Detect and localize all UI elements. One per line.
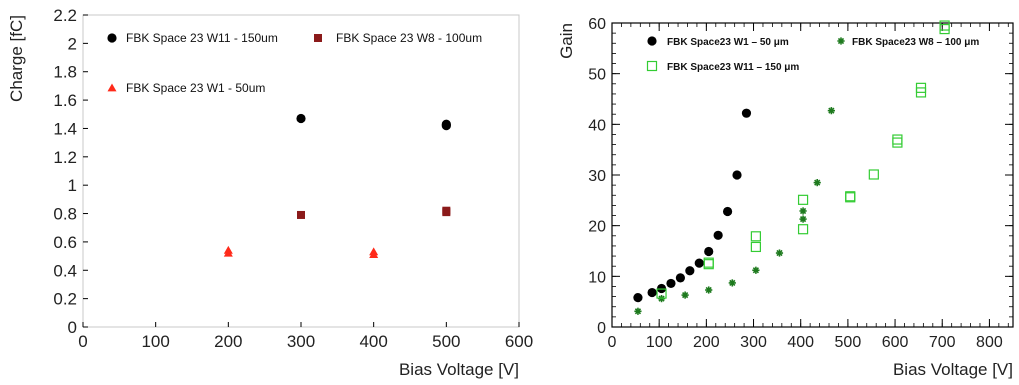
y-tick-label: 0.6 (53, 233, 77, 252)
data-point (799, 207, 807, 215)
y-tick-label: 30 (588, 168, 606, 185)
data-point (750, 231, 761, 242)
x-tick-label: 500 (835, 334, 862, 351)
data-point (813, 179, 821, 187)
y-tick-label: 0 (597, 320, 606, 337)
data-point (845, 191, 856, 202)
x-tick-label: 300 (740, 334, 767, 351)
x-tick-label: 300 (287, 332, 315, 351)
data-point (752, 266, 760, 274)
data-point (704, 246, 714, 257)
legend-marker (107, 83, 117, 92)
x-tick-label: 0 (608, 334, 617, 351)
y-tick-label: 60 (588, 16, 606, 33)
y-tick-label: 1.4 (53, 119, 77, 138)
y-tick-label: 0.8 (53, 205, 77, 224)
data-point (442, 206, 451, 215)
x-tick-label: 600 (882, 334, 909, 351)
x-axis-label: Bias Voltage [V] (399, 360, 519, 379)
data-point (647, 287, 657, 298)
x-tick-label: 0 (78, 332, 87, 351)
data-point (634, 307, 642, 315)
y-tick-label: 2 (68, 34, 77, 53)
y-axis-label: Charge [fC] (7, 15, 26, 102)
data-point (868, 169, 879, 180)
data-point (656, 288, 667, 299)
legend-label: FBK Space 23 W11 - 150um (126, 31, 278, 45)
y-tick-label: 40 (588, 117, 606, 134)
x-tick-label: 700 (929, 334, 956, 351)
legend-label: FBK Space23 W1 – 50 μm (667, 37, 789, 48)
legend-label: FBK Space 23 W8 - 100um (336, 31, 482, 45)
x-tick-label: 400 (787, 334, 814, 351)
x-tick-label: 200 (693, 334, 720, 351)
x-tick-label: 800 (976, 334, 1003, 351)
x-tick-label: 600 (505, 332, 533, 351)
data-point (799, 215, 807, 223)
y-tick-label: 0.2 (53, 290, 77, 309)
data-point (750, 241, 761, 253)
y-tick-label: 2.2 (53, 6, 77, 25)
legend-marker (646, 60, 658, 72)
data-point (681, 291, 689, 299)
legend-marker (647, 36, 657, 46)
gain-vs-bias-chart: 0 100 200 300 400 500 600 700 800 0 10 20 30 40 50 60 Bi… (557, 16, 1014, 379)
x-tick-label: 200 (214, 332, 242, 351)
data-point (741, 108, 752, 118)
x-tick-label: 100 (141, 332, 169, 351)
y-tick-label: 0.4 (53, 261, 77, 280)
data-point (797, 194, 809, 205)
legend-marker (314, 34, 322, 42)
data-point (705, 286, 713, 294)
data-point (703, 257, 714, 268)
y-tick-label: 50 (588, 67, 606, 84)
data-point (827, 107, 835, 115)
data-point (732, 170, 742, 180)
data-point (892, 137, 903, 148)
data-point (713, 230, 723, 240)
x-tick-label: 100 (646, 334, 673, 351)
y-tick-label: 20 (588, 219, 606, 236)
y-axis-label: Gain (557, 23, 576, 59)
data-point (797, 224, 809, 235)
y-tick-label: 1 (68, 176, 77, 195)
legend-marker (837, 37, 845, 45)
data-point (296, 113, 306, 124)
data-point (939, 23, 950, 35)
y-tick-label: 1.8 (53, 63, 77, 82)
data-point (915, 82, 927, 93)
legend-label: FBK Space23 W8 – 100 μm (852, 37, 979, 48)
legend-label: FBK Space 23 W1 - 50um (126, 81, 265, 95)
x-tick-label: 500 (432, 332, 460, 351)
data-point (775, 249, 784, 257)
x-axis-label: Bias Voltage [V] (893, 360, 1013, 379)
plot-frame (82, 14, 520, 328)
data-point (685, 266, 695, 276)
y-tick-label: 10 (588, 269, 606, 286)
legend-marker (107, 33, 117, 43)
data-point (694, 258, 704, 268)
data-point (223, 245, 233, 254)
data-point (666, 278, 676, 289)
data-point (441, 119, 451, 129)
data-point (722, 206, 733, 217)
y-tick-label: 1.6 (53, 91, 77, 110)
data-point (892, 134, 903, 145)
data-point (297, 210, 305, 219)
data-point (939, 20, 950, 31)
data-point (369, 247, 379, 256)
y-tick-label: 0 (68, 318, 77, 337)
x-tick-label: 400 (359, 332, 387, 351)
legend-label: FBK Space23 W11 – 150 μm (667, 62, 799, 73)
data-point (728, 279, 736, 287)
charge-vs-bias-chart: 0 100 200 300 400 500 600 0 0.2 0.4 0.6 0.8 1 1.2 1.4 1… (7, 6, 533, 379)
data-point (675, 273, 686, 283)
y-tick-label: 1.2 (53, 148, 77, 167)
data-point (633, 293, 643, 303)
